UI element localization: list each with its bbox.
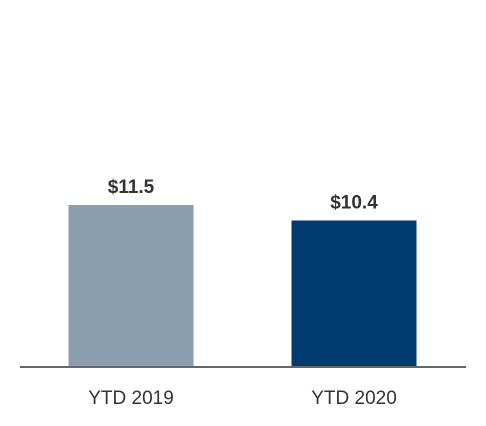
data-label-2: $10.4 bbox=[330, 192, 378, 213]
bar-2 bbox=[291, 220, 417, 367]
data-label-1: $11.5 bbox=[108, 177, 155, 198]
x-tick-labels: YTD 2019 YTD 2020 bbox=[88, 388, 397, 409]
bar-1 bbox=[68, 205, 194, 367]
bars-layer bbox=[68, 205, 417, 367]
x-tick-label-1: YTD 2019 bbox=[88, 388, 174, 409]
x-tick-label-2: YTD 2020 bbox=[311, 388, 397, 409]
labels-layer: $11.5 $10.4 bbox=[108, 177, 378, 213]
